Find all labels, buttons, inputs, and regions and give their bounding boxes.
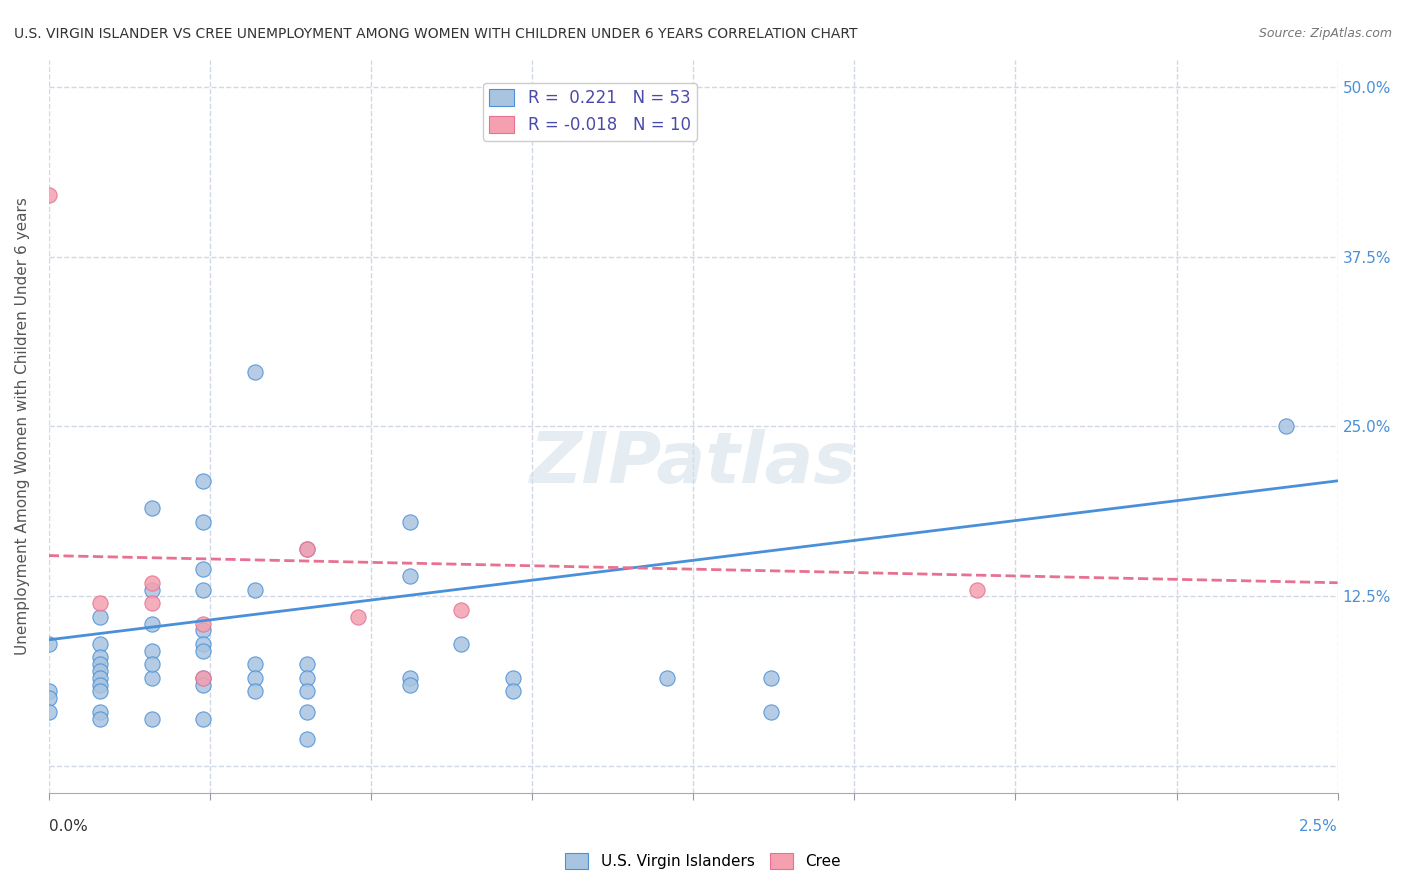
Legend: R =  0.221   N = 53, R = -0.018   N = 10: R = 0.221 N = 53, R = -0.018 N = 10: [482, 83, 697, 141]
Point: [141, 501, 163, 516]
Point: [141, 712, 163, 726]
Point: [38, 705, 60, 719]
Point: [193, 562, 215, 576]
Point: [193, 637, 215, 651]
Point: [38, 188, 60, 202]
Point: [89, 678, 111, 692]
Point: [243, 657, 266, 672]
Point: [193, 582, 215, 597]
Point: [141, 596, 163, 610]
Point: [966, 582, 988, 597]
Point: [295, 657, 318, 672]
Point: [89, 671, 111, 685]
Point: [398, 678, 420, 692]
Point: [1275, 419, 1298, 434]
Legend: U.S. Virgin Islanders, Cree: U.S. Virgin Islanders, Cree: [560, 847, 846, 875]
Point: [141, 643, 163, 657]
Point: [193, 515, 215, 529]
Point: [141, 575, 163, 590]
Point: [398, 569, 420, 583]
Text: Source: ZipAtlas.com: Source: ZipAtlas.com: [1258, 27, 1392, 40]
Point: [141, 671, 163, 685]
Point: [502, 671, 524, 685]
Point: [89, 705, 111, 719]
Point: [243, 365, 266, 379]
Point: [193, 616, 215, 631]
Point: [759, 671, 782, 685]
Point: [89, 650, 111, 665]
Point: [89, 664, 111, 678]
Point: [141, 657, 163, 672]
Point: [89, 684, 111, 698]
Point: [193, 643, 215, 657]
Point: [398, 671, 420, 685]
Point: [141, 616, 163, 631]
Point: [295, 541, 318, 556]
Point: [89, 712, 111, 726]
Point: [193, 678, 215, 692]
Text: U.S. VIRGIN ISLANDER VS CREE UNEMPLOYMENT AMONG WOMEN WITH CHILDREN UNDER 6 YEAR: U.S. VIRGIN ISLANDER VS CREE UNEMPLOYMEN…: [14, 27, 858, 41]
Point: [141, 582, 163, 597]
Text: 0.0%: 0.0%: [49, 819, 87, 834]
Point: [243, 684, 266, 698]
Point: [89, 657, 111, 672]
Y-axis label: Unemployment Among Women with Children Under 6 years: Unemployment Among Women with Children U…: [15, 197, 30, 656]
Point: [193, 624, 215, 638]
Point: [193, 474, 215, 488]
Point: [450, 603, 472, 617]
Point: [295, 541, 318, 556]
Point: [89, 637, 111, 651]
Point: [657, 671, 679, 685]
Point: [295, 705, 318, 719]
Text: ZIPatlas: ZIPatlas: [530, 429, 856, 498]
Point: [38, 691, 60, 706]
Point: [502, 684, 524, 698]
Point: [759, 705, 782, 719]
Point: [38, 637, 60, 651]
Point: [295, 684, 318, 698]
Point: [89, 609, 111, 624]
Point: [347, 609, 370, 624]
Point: [38, 684, 60, 698]
Point: [89, 596, 111, 610]
Point: [243, 582, 266, 597]
Text: 2.5%: 2.5%: [1299, 819, 1337, 834]
Point: [193, 671, 215, 685]
Point: [193, 671, 215, 685]
Point: [243, 671, 266, 685]
Point: [295, 671, 318, 685]
Point: [450, 637, 472, 651]
Point: [193, 712, 215, 726]
Point: [295, 731, 318, 746]
Point: [398, 515, 420, 529]
